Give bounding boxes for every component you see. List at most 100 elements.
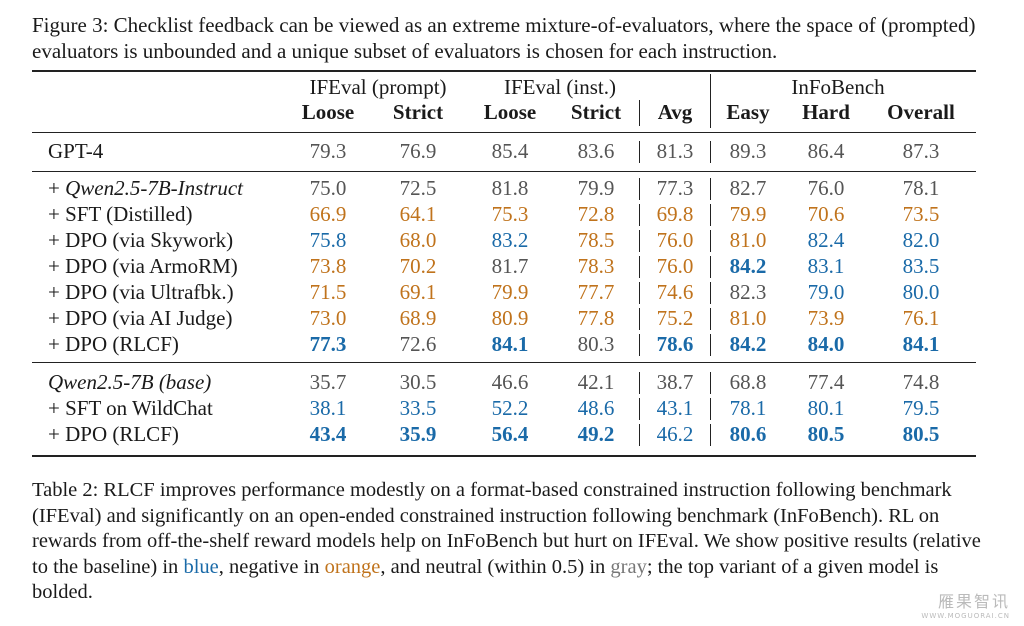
table-cell: 72.6 [399, 332, 437, 356]
table-cell: 82.4 [807, 228, 845, 252]
table-cell: 76.0 [656, 228, 694, 252]
row-separator-avg-left [639, 178, 640, 200]
table-cell: 81.0 [729, 228, 767, 252]
table-cell: 82.3 [729, 280, 767, 304]
table-cell: 80.9 [491, 306, 529, 330]
row-separator-avg-left [639, 204, 640, 226]
table-cell: 80.5 [902, 422, 940, 446]
header-col-avg: Avg [657, 100, 693, 124]
table-cell: 75.2 [656, 306, 694, 330]
table-caption-text: Table 2: RLCF improves performance modes… [32, 479, 981, 578]
table-cell: 66.9 [309, 202, 347, 226]
table-cell: 68.0 [399, 228, 437, 252]
table-cell: 46.2 [656, 422, 694, 446]
header-col-strict: Strict [392, 100, 444, 124]
table-cell: 79.9 [729, 202, 767, 226]
model-label: + DPO (via Ultrafbk.) [48, 280, 234, 304]
row-separator-avg-left [639, 230, 640, 252]
table-cell: 80.1 [807, 396, 845, 420]
table-cell: 80.3 [577, 332, 615, 356]
table-cell: 80.0 [902, 280, 940, 304]
table-top-rule [32, 70, 976, 72]
table-cell: 78.1 [902, 176, 940, 200]
header-separator-avg-left [639, 100, 640, 126]
table-cell: 46.6 [491, 370, 529, 394]
table-cell: 80.6 [729, 422, 767, 446]
figure-caption: Figure 3: Checklist feedback can be view… [32, 13, 976, 63]
table-cell: 73.9 [807, 306, 845, 330]
table-cell: 70.6 [807, 202, 845, 226]
row-separator-avg-right [710, 141, 711, 163]
row-separator-avg-left [639, 424, 640, 446]
table-cell: 35.7 [309, 370, 347, 394]
table-cell: 87.3 [902, 139, 940, 163]
header-group-ifeval-prompt: IFEval (prompt) [309, 75, 447, 99]
row-model-name: + DPO (RLCF) [48, 332, 179, 356]
row-separator-avg-right [710, 424, 711, 446]
table-cell: 81.7 [491, 254, 529, 278]
table-cell: 70.2 [399, 254, 437, 278]
model-label: GPT-4 [48, 139, 104, 163]
header-separator-avg-right [710, 74, 711, 128]
model-label: Qwen2.5-7B (base) [48, 370, 212, 394]
table-cell: 79.9 [577, 176, 615, 200]
table-cell: 73.8 [309, 254, 347, 278]
table-cell: 43.1 [656, 396, 694, 420]
header-col-overall: Overall [887, 100, 955, 124]
table-cell: 77.7 [577, 280, 615, 304]
model-label: + DPO (via Skywork) [48, 228, 234, 252]
instruct-block-bottom-rule [32, 362, 976, 363]
table-cell: 83.1 [807, 254, 845, 278]
table-caption-text: ; the top variant of a given model is bo… [32, 555, 939, 604]
row-separator-avg-right [710, 372, 711, 394]
row-separator-avg-left [639, 372, 640, 394]
row-model-name: + DPO (via Skywork) [48, 228, 233, 252]
model-label: + DPO (RLCF) [48, 332, 179, 356]
row-separator-avg-right [710, 308, 711, 330]
row-model-name: Qwen2.5-7B (base) [48, 370, 211, 394]
table-cell: 81.0 [729, 306, 767, 330]
table-cell: 84.0 [807, 332, 845, 356]
header-col-easy: Easy [726, 100, 770, 124]
model-label: + SFT (Distilled) [48, 202, 193, 226]
table-cell: 78.6 [656, 332, 694, 356]
table-cell: 86.4 [807, 139, 845, 163]
table-cell: 84.1 [491, 332, 529, 356]
table-cell: 79.0 [807, 280, 845, 304]
model-prefix: + [48, 176, 66, 200]
row-model-name: + DPO (via Ultrafbk.) [48, 280, 234, 304]
watermark-subtext: WWW.MOGUORAI.CN [921, 612, 1010, 620]
row-separator-avg-left [639, 256, 640, 278]
table-cell: 75.3 [491, 202, 529, 226]
table-cell: 76.0 [807, 176, 845, 200]
row-separator-avg-right [710, 398, 711, 420]
table-cell: 68.8 [729, 370, 767, 394]
header-col-loose: Loose [483, 100, 537, 124]
table-cell: 85.4 [491, 139, 529, 163]
table-bottom-rule [32, 455, 976, 457]
table-cell: 81.8 [491, 176, 529, 200]
row-separator-avg-right [710, 178, 711, 200]
caption-word-orange: orange [324, 555, 381, 578]
table-cell: 79.3 [309, 139, 347, 163]
table-cell: 78.1 [729, 396, 767, 420]
row-separator-avg-left [639, 141, 640, 163]
table-cell: 89.3 [729, 139, 767, 163]
header-group-infobench: InFoBench [791, 75, 885, 99]
table-cell: 77.4 [807, 370, 845, 394]
table-cell: 69.1 [399, 280, 437, 304]
table-cell: 73.5 [902, 202, 940, 226]
row-separator-avg-left [639, 308, 640, 330]
row-model-name: + SFT (Distilled) [48, 202, 192, 226]
table-cell: 33.5 [399, 396, 437, 420]
row-separator-avg-right [710, 282, 711, 304]
row-separator-avg-left [639, 398, 640, 420]
table-cell: 35.9 [399, 422, 437, 446]
table-cell: 74.6 [656, 280, 694, 304]
table-cell: 84.2 [729, 254, 767, 278]
row-separator-avg-right [710, 204, 711, 226]
gpt4-bottom-rule [32, 171, 976, 172]
row-separator-avg-left [639, 334, 640, 356]
table-cell: 84.1 [902, 332, 940, 356]
table-cell: 69.8 [656, 202, 694, 226]
